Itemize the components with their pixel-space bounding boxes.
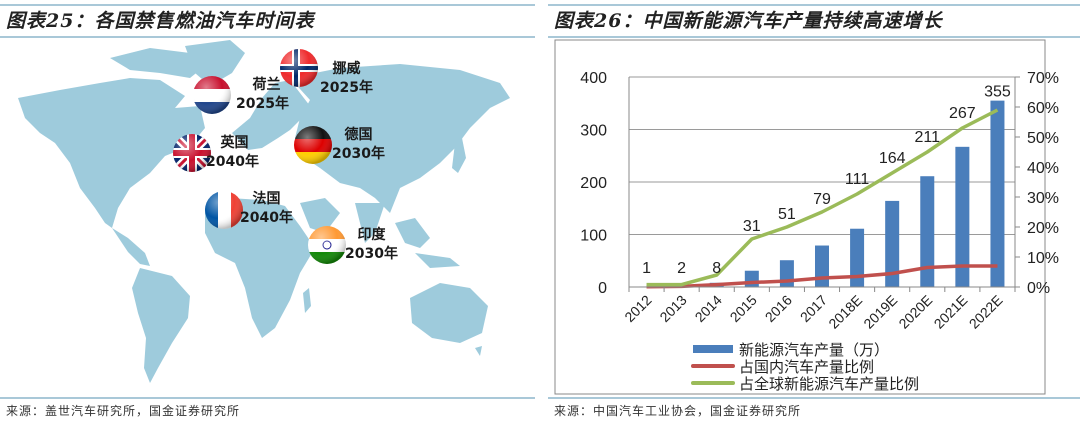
production-chart: 1 2 8 31 51 79 111 164 211 267 355 0 100 200 300 400 0%… — [554, 39, 1059, 395]
bar — [885, 200, 900, 287]
norway-flag-icon — [280, 49, 318, 87]
bar-value-label: 164 — [879, 150, 906, 167]
left-figure-title: 图表25：各国禁售燃油汽车时间表 — [6, 10, 315, 32]
legend-label: 占国内汽车产量比例 — [739, 359, 874, 376]
right-axis-tick: 20% — [1027, 220, 1059, 237]
bar-value-label: 355 — [984, 84, 1011, 101]
line-series — [646, 108, 999, 289]
top-divider — [548, 4, 1080, 6]
bar — [744, 270, 759, 287]
legend-swatch-bar — [693, 345, 733, 353]
bottom-divider — [0, 397, 535, 399]
country-name: 英国 — [220, 135, 249, 151]
gridlines — [629, 76, 1015, 235]
left-axis-tick: 0 — [598, 280, 607, 297]
country-label-india: 印度 2030年 — [345, 226, 398, 264]
world-land — [18, 40, 510, 383]
right-panel: 图表26：中国新能源汽车产量持续高速增长 1 2 8 31 51 79 111 164 211 2… — [540, 0, 1080, 426]
right-axis-tick: 70% — [1027, 70, 1059, 87]
bar-value-label: 267 — [949, 105, 976, 122]
country-name: 荷兰 — [252, 77, 281, 93]
bar — [990, 100, 1005, 287]
bar-value-label: 2 — [677, 260, 686, 277]
legend-label: 新能源汽车产量（万） — [739, 342, 889, 359]
country-name: 法国 — [252, 191, 281, 207]
bar-series — [639, 100, 1005, 287]
ban-year: 2030年 — [332, 146, 385, 162]
right-figure-title: 图表26：中国新能源汽车产量持续高速增长 — [554, 10, 943, 32]
country-name: 印度 — [357, 227, 386, 243]
right-axis-tick: 0% — [1027, 280, 1050, 297]
bar — [815, 245, 829, 287]
country-label-germany: 德国 2030年 — [332, 126, 385, 164]
country-label-netherlands: 荷兰 2025年 — [236, 76, 289, 114]
country-name: 挪威 — [332, 61, 361, 77]
right-axis-tick: 10% — [1027, 250, 1059, 267]
right-source-note: 来源：中国汽车工业协会，国金证券研究所 — [554, 404, 802, 418]
legend-label: 占全球新能源汽车产量比例 — [739, 375, 919, 393]
bar-value-label: 79 — [813, 191, 831, 208]
ban-year: 2040年 — [206, 154, 259, 170]
left-axis-tick: 200 — [580, 175, 607, 192]
germany-flag-icon — [294, 126, 332, 164]
left-axis-tick: 100 — [580, 228, 607, 245]
world-map — [18, 40, 510, 383]
data-labels: 1 2 8 31 51 79 111 164 211 267 355 — [642, 84, 1011, 277]
ban-year: 2025年 — [320, 80, 373, 96]
right-axis-tick: 40% — [1027, 160, 1059, 177]
flag-overlay — [173, 49, 346, 264]
bar-value-label: 211 — [915, 129, 941, 146]
line-series-path — [646, 108, 999, 287]
left-axis-tick: 400 — [580, 70, 607, 87]
india-flag-icon — [308, 226, 346, 264]
bar — [955, 146, 970, 287]
bar-value-label: 8 — [712, 260, 721, 277]
top-divider — [0, 4, 535, 6]
bar-value-label: 1 — [642, 260, 651, 277]
line-series-path — [646, 264, 998, 289]
bottom-divider — [548, 397, 1080, 399]
country-label-uk: 英国 2040年 — [206, 134, 259, 172]
ban-year: 2040年 — [240, 210, 293, 226]
title-divider — [0, 36, 535, 38]
left-axis-tick: 300 — [580, 123, 607, 140]
uk-flag-icon — [173, 134, 211, 172]
left-panel: 图表25：各国禁售燃油汽车时间表 — [0, 4, 535, 418]
bar — [920, 176, 935, 287]
netherlands-flag-icon — [193, 76, 231, 114]
title-divider — [548, 36, 1080, 38]
bar-value-label: 31 — [743, 218, 761, 235]
bar-value-label: 51 — [778, 206, 796, 223]
right-axis-tick: 30% — [1027, 190, 1059, 207]
country-name: 德国 — [344, 127, 373, 143]
ban-year: 2030年 — [345, 246, 398, 262]
left-source-note: 来源：盖世汽车研究所，国金证券研究所 — [6, 404, 241, 418]
ban-year: 2025年 — [236, 96, 289, 112]
bar — [850, 228, 865, 287]
france-flag-icon — [205, 191, 243, 229]
right-axis-tick: 50% — [1027, 130, 1059, 147]
country-label-norway: 挪威 2025年 — [320, 60, 373, 98]
bar — [779, 260, 794, 287]
country-label-france: 法国 2040年 — [240, 190, 293, 228]
bar-value-label: 111 — [845, 171, 869, 188]
right-axis-tick: 60% — [1027, 100, 1059, 117]
